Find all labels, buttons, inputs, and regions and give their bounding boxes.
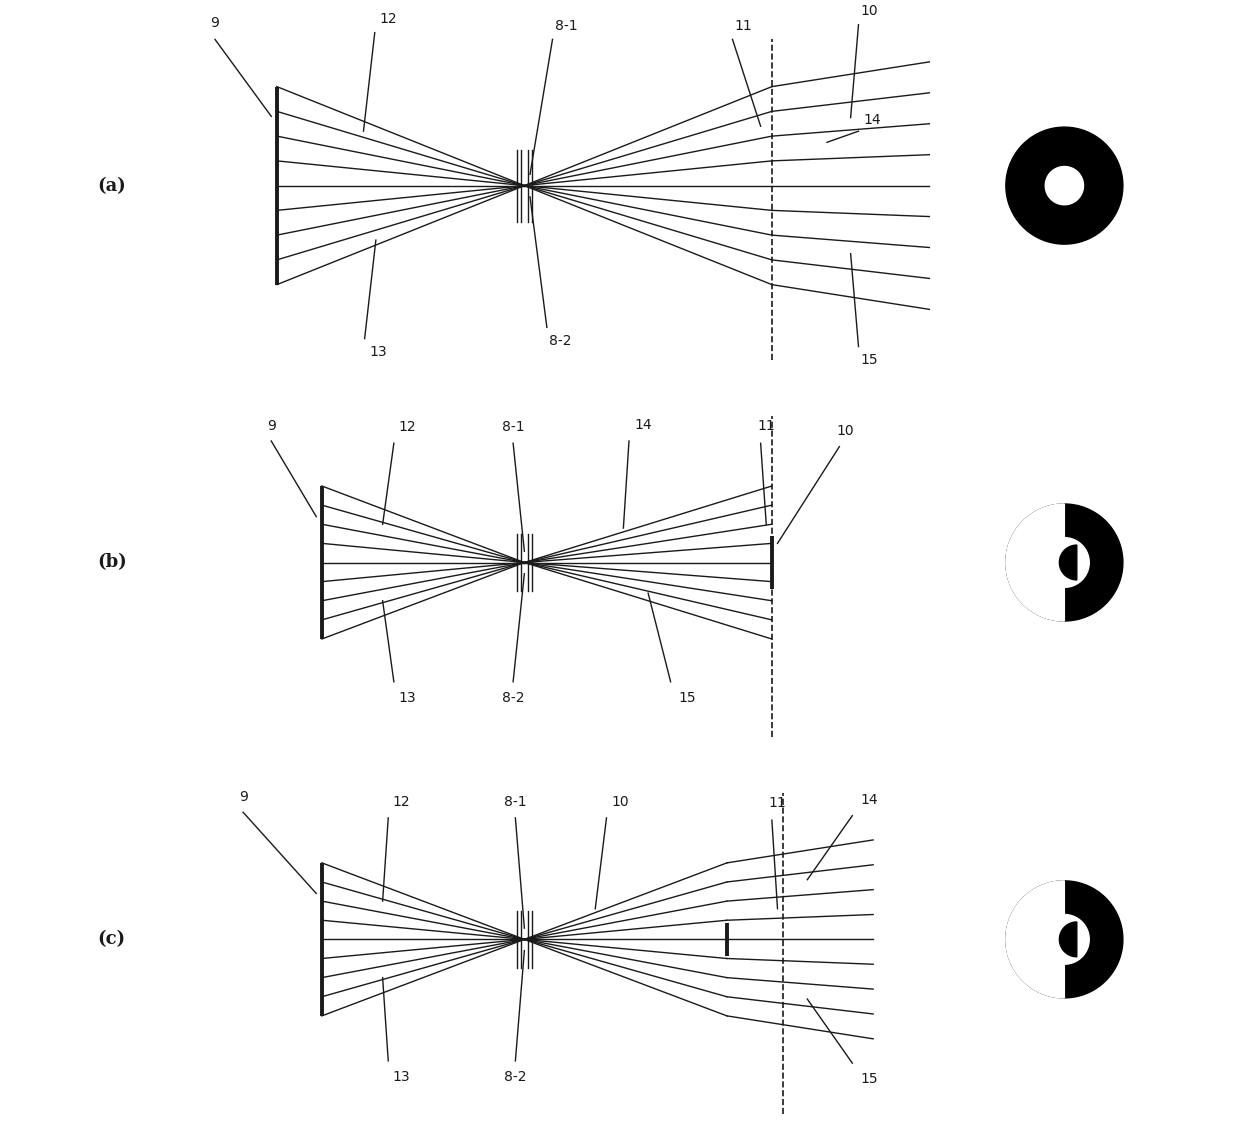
Text: 11: 11 bbox=[769, 796, 786, 810]
Text: 8-2: 8-2 bbox=[502, 691, 525, 704]
Text: 15: 15 bbox=[861, 353, 879, 367]
Text: 9: 9 bbox=[238, 791, 248, 804]
Text: 10: 10 bbox=[611, 795, 629, 809]
Text: 11: 11 bbox=[735, 19, 753, 33]
Polygon shape bbox=[1064, 538, 1089, 587]
Text: (b): (b) bbox=[97, 554, 126, 572]
Text: 15: 15 bbox=[861, 1072, 878, 1086]
Text: 14: 14 bbox=[863, 112, 880, 127]
Text: 13: 13 bbox=[398, 691, 417, 704]
Polygon shape bbox=[1045, 166, 1084, 205]
Text: 15: 15 bbox=[678, 691, 697, 704]
Text: 10: 10 bbox=[836, 424, 854, 438]
Polygon shape bbox=[1006, 127, 1123, 244]
Text: 10: 10 bbox=[861, 4, 879, 18]
Text: 8-2: 8-2 bbox=[505, 1070, 527, 1083]
Text: 14: 14 bbox=[861, 793, 878, 807]
Polygon shape bbox=[1059, 546, 1076, 579]
Text: 8-1: 8-1 bbox=[554, 19, 578, 33]
Polygon shape bbox=[1006, 881, 1123, 998]
Text: 12: 12 bbox=[393, 795, 410, 809]
Text: 8-1: 8-1 bbox=[505, 795, 527, 809]
Text: 12: 12 bbox=[379, 12, 397, 26]
Polygon shape bbox=[1059, 922, 1076, 956]
Text: 9: 9 bbox=[211, 17, 219, 30]
Text: 12: 12 bbox=[398, 421, 417, 434]
Text: 13: 13 bbox=[393, 1070, 410, 1083]
Text: 8-1: 8-1 bbox=[502, 421, 525, 434]
Text: 14: 14 bbox=[635, 418, 652, 432]
Text: 9: 9 bbox=[267, 420, 275, 433]
Text: 11: 11 bbox=[758, 420, 775, 433]
Text: (c): (c) bbox=[97, 930, 125, 948]
Polygon shape bbox=[1064, 915, 1089, 964]
Text: 13: 13 bbox=[370, 345, 387, 359]
Text: (a): (a) bbox=[97, 177, 125, 195]
Polygon shape bbox=[1006, 504, 1123, 621]
Polygon shape bbox=[1006, 881, 1064, 998]
Polygon shape bbox=[1006, 504, 1064, 621]
Text: 8-2: 8-2 bbox=[549, 334, 572, 348]
